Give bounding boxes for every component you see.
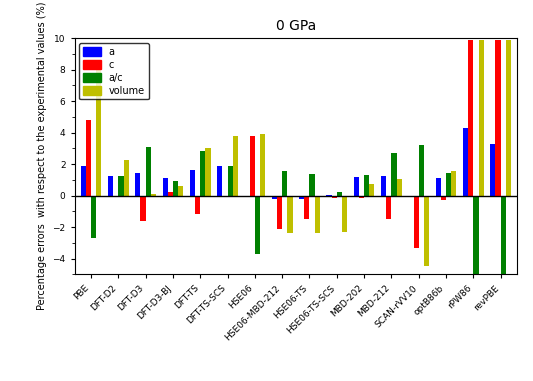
Bar [255, 195, 260, 254]
Bar [408, 195, 414, 197]
Bar [151, 194, 156, 195]
Bar [80, 166, 86, 195]
Bar [332, 195, 337, 198]
Title: 0 GPa: 0 GPa [276, 19, 316, 33]
Bar [391, 153, 397, 195]
Bar [364, 175, 369, 195]
Bar [381, 176, 386, 195]
Bar [178, 186, 183, 195]
Bar [272, 195, 277, 199]
Bar [108, 176, 113, 195]
Bar [277, 195, 282, 229]
Bar [397, 179, 402, 195]
Bar [124, 160, 128, 195]
Bar [282, 171, 287, 195]
Bar [217, 166, 222, 195]
Bar [228, 166, 233, 195]
Bar [500, 195, 506, 274]
Bar [419, 145, 424, 195]
Bar [354, 178, 359, 195]
Bar [506, 40, 511, 195]
Bar [490, 144, 496, 195]
Bar [118, 176, 124, 195]
Bar [386, 195, 391, 219]
Bar [249, 136, 255, 195]
Y-axis label: Percentage errors  with respect to the experimental values (%): Percentage errors with respect to the ex… [37, 2, 47, 311]
Bar [190, 170, 195, 195]
Bar [233, 136, 238, 195]
Bar [446, 173, 451, 195]
Bar [287, 195, 293, 234]
Bar [86, 120, 91, 195]
Bar [479, 40, 483, 195]
Bar [342, 195, 347, 232]
Bar [173, 181, 178, 195]
Bar [304, 195, 310, 219]
Bar [369, 184, 375, 195]
Bar [260, 134, 265, 195]
Bar [435, 178, 441, 195]
Bar [146, 147, 151, 195]
Bar [91, 195, 96, 238]
Bar [314, 195, 320, 232]
Bar [414, 195, 419, 248]
Bar [468, 40, 473, 195]
Bar [496, 40, 500, 195]
Bar [168, 192, 173, 195]
Bar [195, 195, 200, 215]
Bar [473, 195, 479, 274]
Bar [205, 148, 211, 195]
Bar [463, 128, 468, 195]
Bar [140, 195, 146, 221]
Bar [359, 195, 364, 198]
Bar [337, 192, 342, 195]
Bar [310, 174, 314, 195]
Bar [135, 173, 140, 195]
Legend: a, c, a/c, volume: a, c, a/c, volume [79, 43, 149, 99]
Bar [299, 195, 304, 199]
Bar [441, 195, 446, 200]
Bar [200, 152, 205, 195]
Bar [163, 178, 168, 195]
Bar [424, 195, 429, 266]
Bar [451, 171, 456, 195]
Bar [96, 60, 101, 195]
